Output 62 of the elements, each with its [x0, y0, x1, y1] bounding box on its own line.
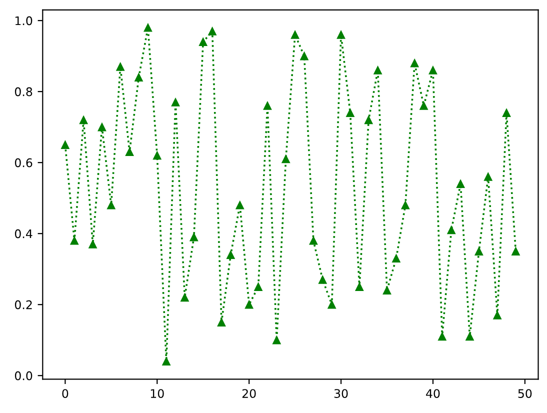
point: [290, 30, 300, 39]
point: [180, 293, 189, 302]
point: [144, 24, 152, 32]
point: [428, 66, 438, 74]
point: [512, 247, 520, 256]
point: [263, 102, 272, 110]
point: [328, 300, 336, 309]
point: [171, 98, 180, 106]
point: [282, 154, 290, 164]
point: [61, 140, 70, 149]
point: [374, 66, 382, 74]
point: [162, 357, 170, 366]
point: [392, 254, 400, 263]
point: [226, 250, 235, 260]
point: [98, 122, 106, 132]
x-tick-label: 10: [150, 389, 164, 398]
y-tick-label: 0.6: [14, 158, 32, 168]
point: [79, 116, 88, 124]
point: [198, 38, 208, 46]
point: [474, 247, 484, 256]
point: [410, 59, 419, 68]
point: [236, 201, 244, 210]
point: [318, 276, 327, 284]
y-tick-label: 0.0: [14, 371, 32, 380]
point: [447, 226, 456, 234]
x-tick-label: 40: [426, 389, 440, 398]
x-tick-label: 30: [334, 389, 348, 398]
point: [254, 282, 262, 291]
y-tick-label: 1.0: [15, 16, 32, 26]
point: [88, 240, 97, 248]
point: [125, 148, 134, 156]
x-tick-label: 50: [518, 389, 532, 398]
point: [502, 108, 511, 117]
point: [466, 332, 474, 341]
point: [355, 282, 364, 291]
y-tick-label: 0.8: [14, 87, 32, 96]
point: [190, 232, 198, 242]
point: [134, 73, 143, 82]
point: [208, 27, 216, 36]
point: [438, 332, 446, 341]
y-tick-label: 0.4: [14, 229, 32, 238]
point: [346, 108, 354, 117]
point: [300, 52, 308, 60]
point: [456, 180, 465, 188]
point: [382, 286, 392, 295]
point: [217, 318, 226, 326]
point: [107, 201, 116, 210]
point: [309, 236, 318, 245]
x-tick-label: 0: [62, 389, 68, 398]
point: [493, 311, 502, 320]
point: [116, 62, 124, 71]
point: [70, 236, 79, 245]
point: [153, 151, 162, 160]
point: [364, 116, 373, 124]
point: [484, 172, 492, 181]
x-tick-label: 20: [242, 389, 256, 398]
y-tick-label: 0.2: [14, 300, 32, 310]
point: [272, 336, 281, 344]
point: [401, 201, 410, 210]
point: [420, 102, 428, 110]
point: [336, 30, 346, 39]
point: [244, 300, 254, 309]
